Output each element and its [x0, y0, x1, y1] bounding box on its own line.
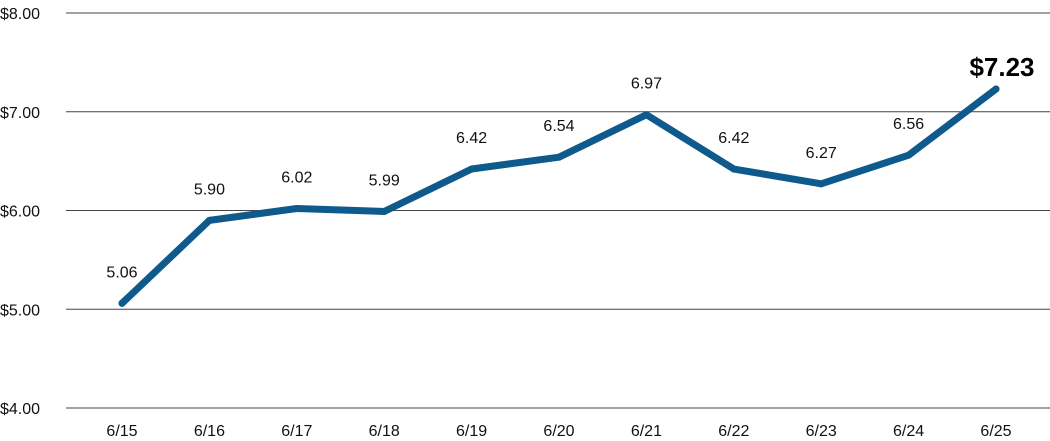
y-axis-tick-labels: $4.00 $5.00 $6.00 $7.00 $8.00 [0, 6, 40, 418]
x-tick-label: 6/18 [369, 423, 400, 440]
data-point [730, 165, 738, 173]
x-tick-label: 6/17 [281, 423, 312, 440]
gridlines [66, 12, 1050, 409]
x-tick-label: 6/16 [194, 423, 225, 440]
data-label: 6.02 [281, 170, 312, 187]
y-tick-label: $4.00 [0, 401, 40, 418]
data-label: 6.54 [543, 118, 574, 135]
x-tick-label: 6/21 [631, 423, 662, 440]
x-tick-label: 6/25 [980, 423, 1011, 440]
data-labels: 5.06 5.90 6.02 5.99 6.42 6.54 6.97 6.42 6.27 6.56… [106, 52, 1034, 281]
data-point [205, 216, 213, 224]
data-point [817, 180, 825, 188]
data-point [118, 299, 126, 307]
x-tick-label: 6/20 [543, 423, 574, 440]
x-axis-tick-labels: 6/15 6/16 6/17 6/18 6/19 6/20 6/21 6/22 6/23 6/24… [106, 423, 1011, 440]
y-tick-label: $8.00 [0, 6, 40, 23]
data-label: 6.97 [631, 76, 662, 93]
data-point [905, 151, 913, 159]
x-tick-label: 6/15 [106, 423, 137, 440]
x-tick-label: 6/23 [806, 423, 837, 440]
y-tick-label: $5.00 [0, 302, 40, 319]
data-label: 5.06 [106, 264, 137, 281]
data-point [992, 85, 1000, 93]
x-tick-label: 6/22 [718, 423, 749, 440]
data-point [380, 207, 388, 215]
series-line [118, 85, 1000, 307]
data-point [555, 153, 563, 161]
data-label: 5.90 [194, 181, 225, 198]
data-label: 6.42 [456, 130, 487, 147]
data-label: 5.99 [369, 172, 400, 189]
x-tick-label: 6/24 [893, 423, 924, 440]
data-point [468, 165, 476, 173]
y-tick-label: $6.00 [0, 204, 40, 221]
data-label: 6.56 [893, 116, 924, 133]
data-point [293, 205, 301, 213]
data-point [642, 111, 650, 119]
data-label: 6.42 [718, 130, 749, 147]
y-tick-label: $7.00 [0, 105, 40, 122]
data-label: 6.27 [806, 145, 837, 162]
data-label-latest: $7.23 [969, 52, 1034, 82]
x-tick-label: 6/19 [456, 423, 487, 440]
